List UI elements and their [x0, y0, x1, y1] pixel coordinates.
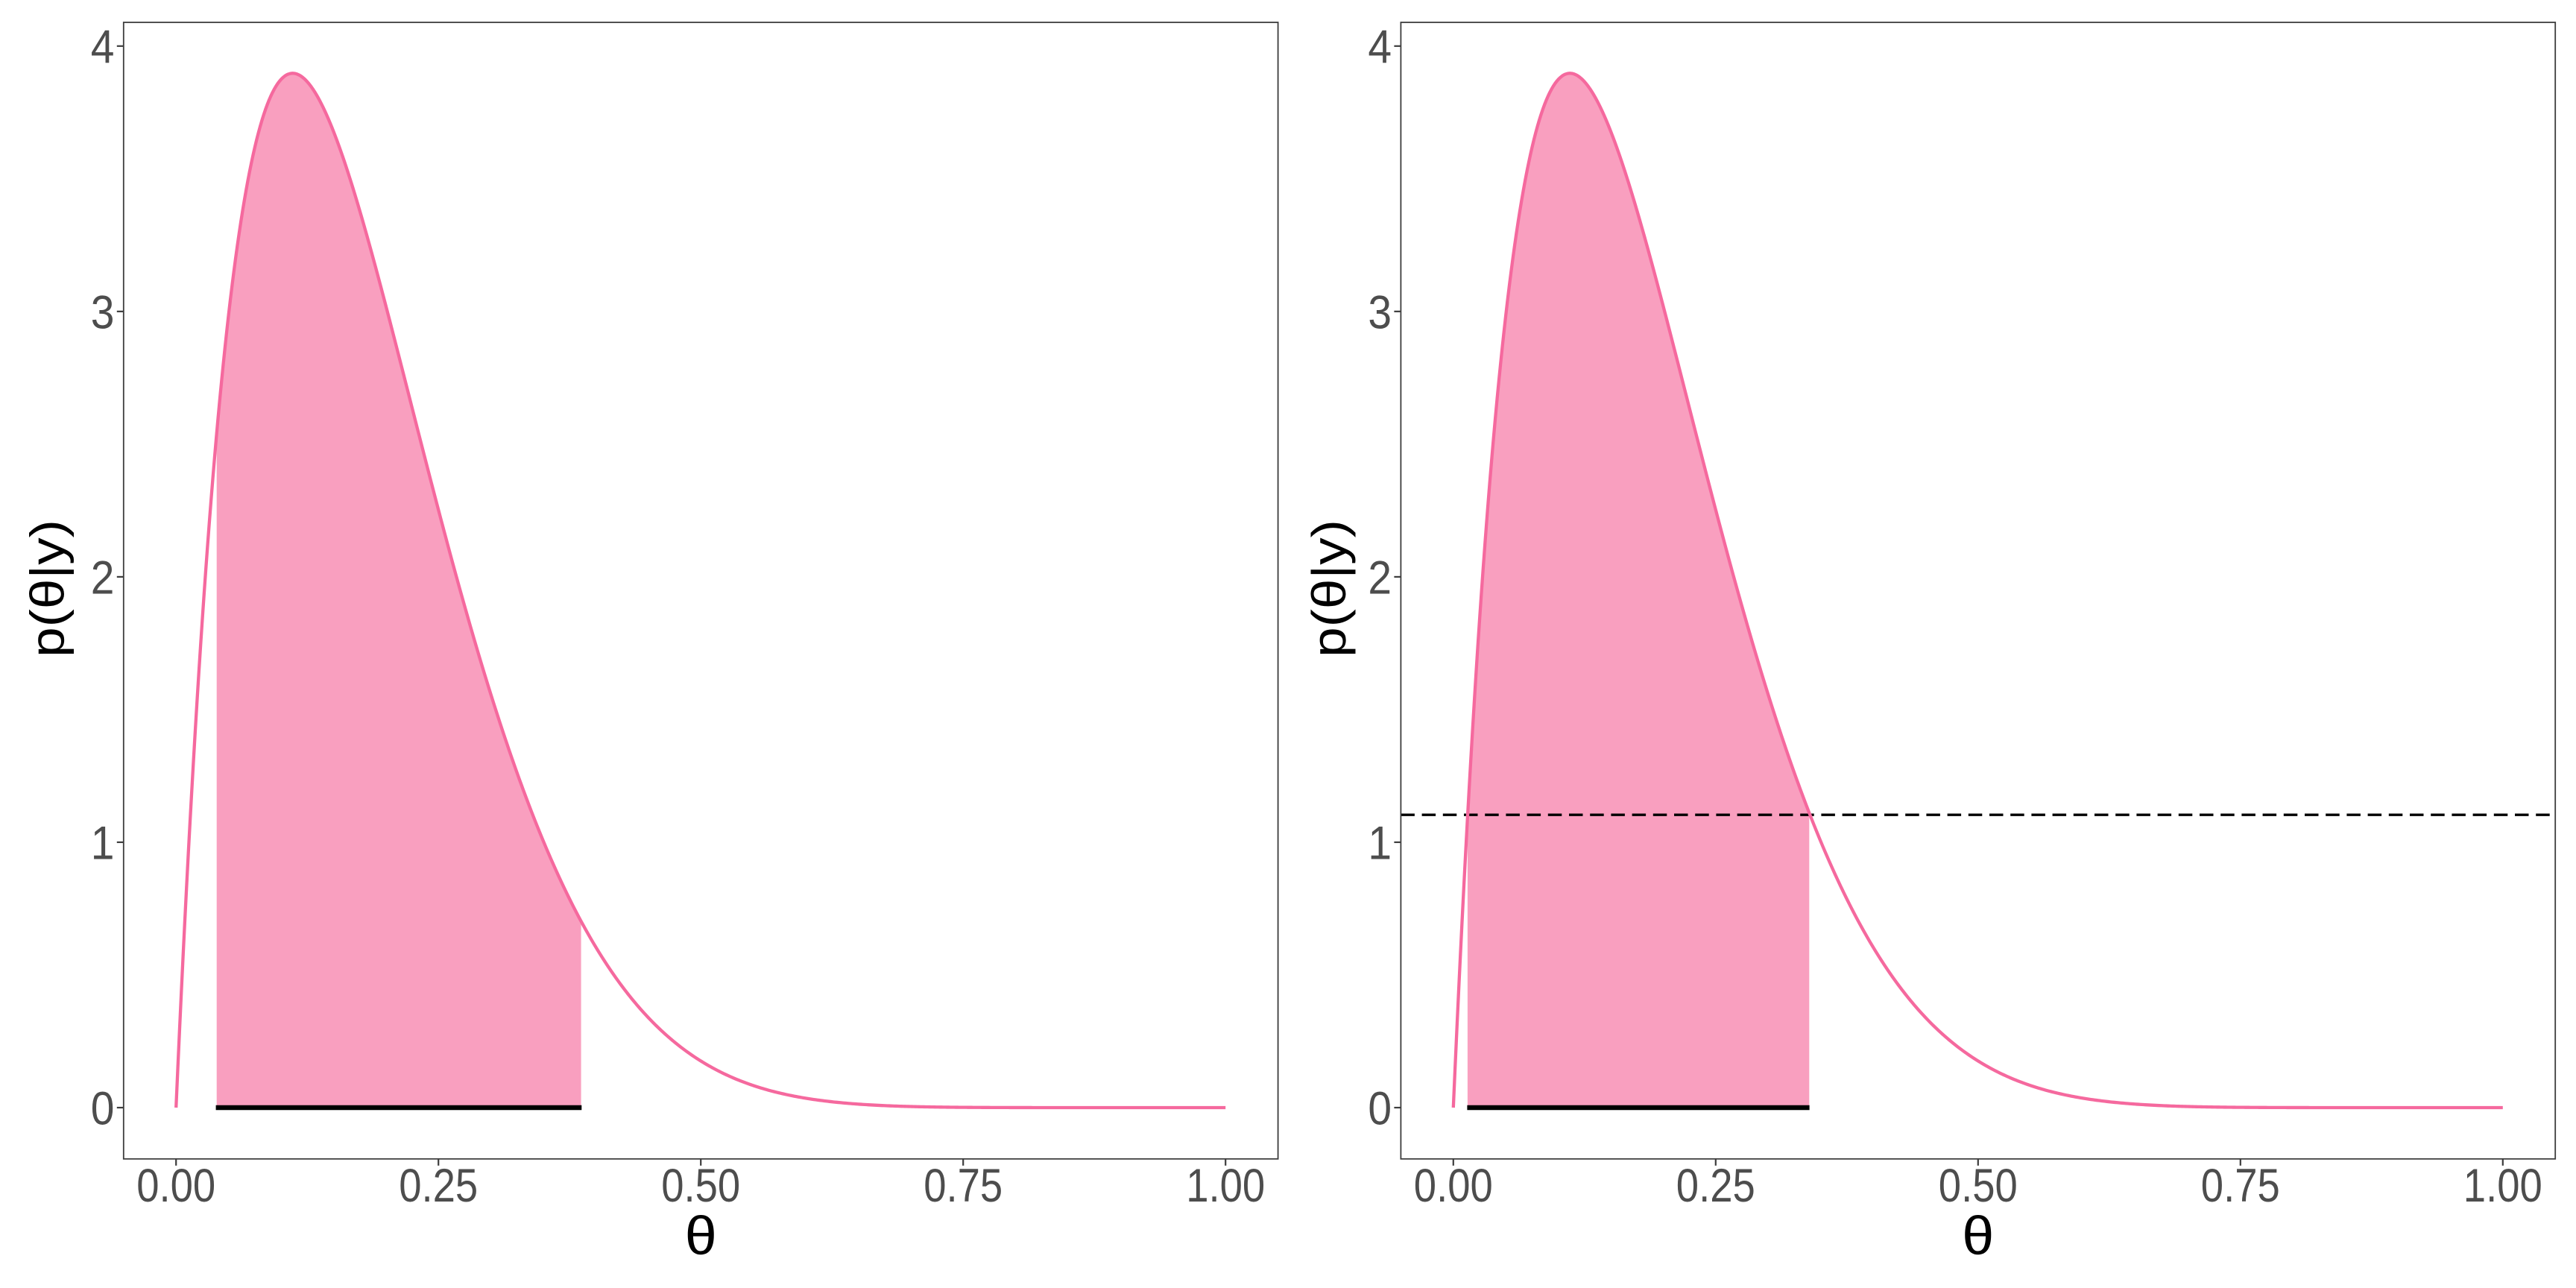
- svg-text:1.00: 1.00: [1186, 1159, 1265, 1211]
- svg-text:4: 4: [1368, 21, 1392, 73]
- svg-text:θ: θ: [685, 1205, 717, 1266]
- svg-text:p(θ|y): p(θ|y): [1303, 520, 1356, 657]
- svg-text:0.75: 0.75: [924, 1159, 1003, 1211]
- svg-text:0.25: 0.25: [1676, 1159, 1755, 1211]
- svg-text:1.00: 1.00: [2463, 1159, 2542, 1211]
- svg-text:2: 2: [1368, 552, 1392, 604]
- svg-text:0.50: 0.50: [661, 1159, 740, 1211]
- svg-text:1: 1: [1368, 817, 1392, 869]
- svg-text:1: 1: [91, 817, 115, 869]
- svg-text:0: 0: [91, 1082, 115, 1134]
- svg-text:2: 2: [91, 552, 115, 604]
- svg-text:0.25: 0.25: [399, 1159, 478, 1211]
- svg-text:0.50: 0.50: [1939, 1159, 2018, 1211]
- svg-text:4: 4: [91, 21, 115, 73]
- svg-text:0.00: 0.00: [136, 1159, 215, 1211]
- svg-text:θ: θ: [1962, 1205, 1994, 1266]
- svg-text:p(θ|y): p(θ|y): [22, 520, 75, 657]
- svg-text:0.00: 0.00: [1414, 1159, 1493, 1211]
- svg-text:3: 3: [91, 286, 115, 338]
- svg-text:3: 3: [1368, 286, 1392, 338]
- svg-text:0: 0: [1368, 1082, 1392, 1134]
- svg-text:0.75: 0.75: [2201, 1159, 2280, 1211]
